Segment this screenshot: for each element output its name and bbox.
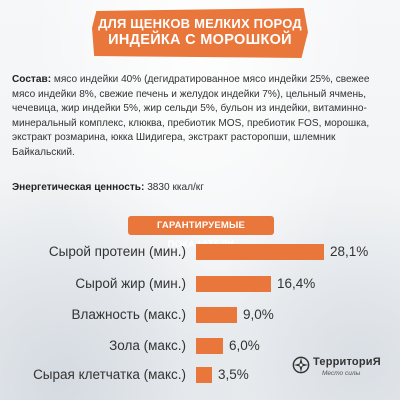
indicator-bar bbox=[196, 367, 212, 383]
composition-value: мясо индейки 40% (дегидратированное мясо… bbox=[12, 74, 370, 158]
energy-value: 3830 ккал/кг bbox=[147, 182, 204, 193]
indicators-heading: ГАРАНТИРУЕМЫЕ ПОКАЗАТЕЛИ bbox=[128, 216, 274, 250]
indicator-value: 28,1% bbox=[330, 244, 369, 259]
composition-label: Состав: bbox=[12, 74, 52, 85]
indicator-row: Сырой жир (мин.) 16,4% bbox=[0, 272, 400, 296]
title-banner: ДЛЯ ЩЕНКОВ МЕЛКИХ ПОРОД ИНДЕЙКА С МОРОШК… bbox=[92, 8, 308, 58]
indicator-bar bbox=[196, 307, 237, 323]
energy-value-line: Энергетическая ценность: 3830 ккал/кг bbox=[12, 182, 390, 193]
indicator-bar bbox=[196, 338, 223, 354]
indicator-row: Влажность (макс.) 9,0% bbox=[0, 303, 400, 327]
indicator-bar bbox=[196, 244, 324, 260]
indicator-value: 3,5% bbox=[218, 367, 249, 382]
indicator-value: 6,0% bbox=[229, 338, 260, 353]
indicator-row: Сырая клетчатка (макс.) 3,5% bbox=[0, 363, 400, 387]
indicator-label: Сырой жир (мин.) bbox=[75, 276, 186, 291]
title-line-1: ДЛЯ ЩЕНКОВ МЕЛКИХ ПОРОД bbox=[98, 16, 302, 31]
brand-name: ТерриториЯ bbox=[313, 356, 381, 368]
indicator-label: Влажность (макс.) bbox=[71, 307, 186, 322]
indicator-bar bbox=[196, 276, 271, 292]
composition-text: Состав: мясо индейки 40% (дегидратирован… bbox=[12, 73, 390, 161]
indicator-label: Сырой протеин (мин.) bbox=[48, 244, 186, 259]
indicator-label: Зола (макс.) bbox=[109, 338, 186, 353]
energy-label: Энергетическая ценность: bbox=[12, 182, 145, 193]
brand-logo: ТерриториЯ Место силы bbox=[292, 350, 396, 390]
indicator-row: Сырой протеин (мин.) 28,1% bbox=[0, 240, 400, 264]
indicator-value: 16,4% bbox=[277, 276, 316, 291]
indicator-row: Зола (макс.) 6,0% bbox=[0, 334, 400, 358]
indicator-value: 9,0% bbox=[243, 307, 274, 322]
title-line-2: ИНДЕЙКА С МОРОШКОЙ bbox=[108, 32, 292, 48]
compass-rose-icon bbox=[292, 356, 310, 374]
indicator-label: Сырая клетчатка (макс.) bbox=[33, 367, 186, 382]
brand-tagline: Место силы bbox=[322, 370, 361, 377]
